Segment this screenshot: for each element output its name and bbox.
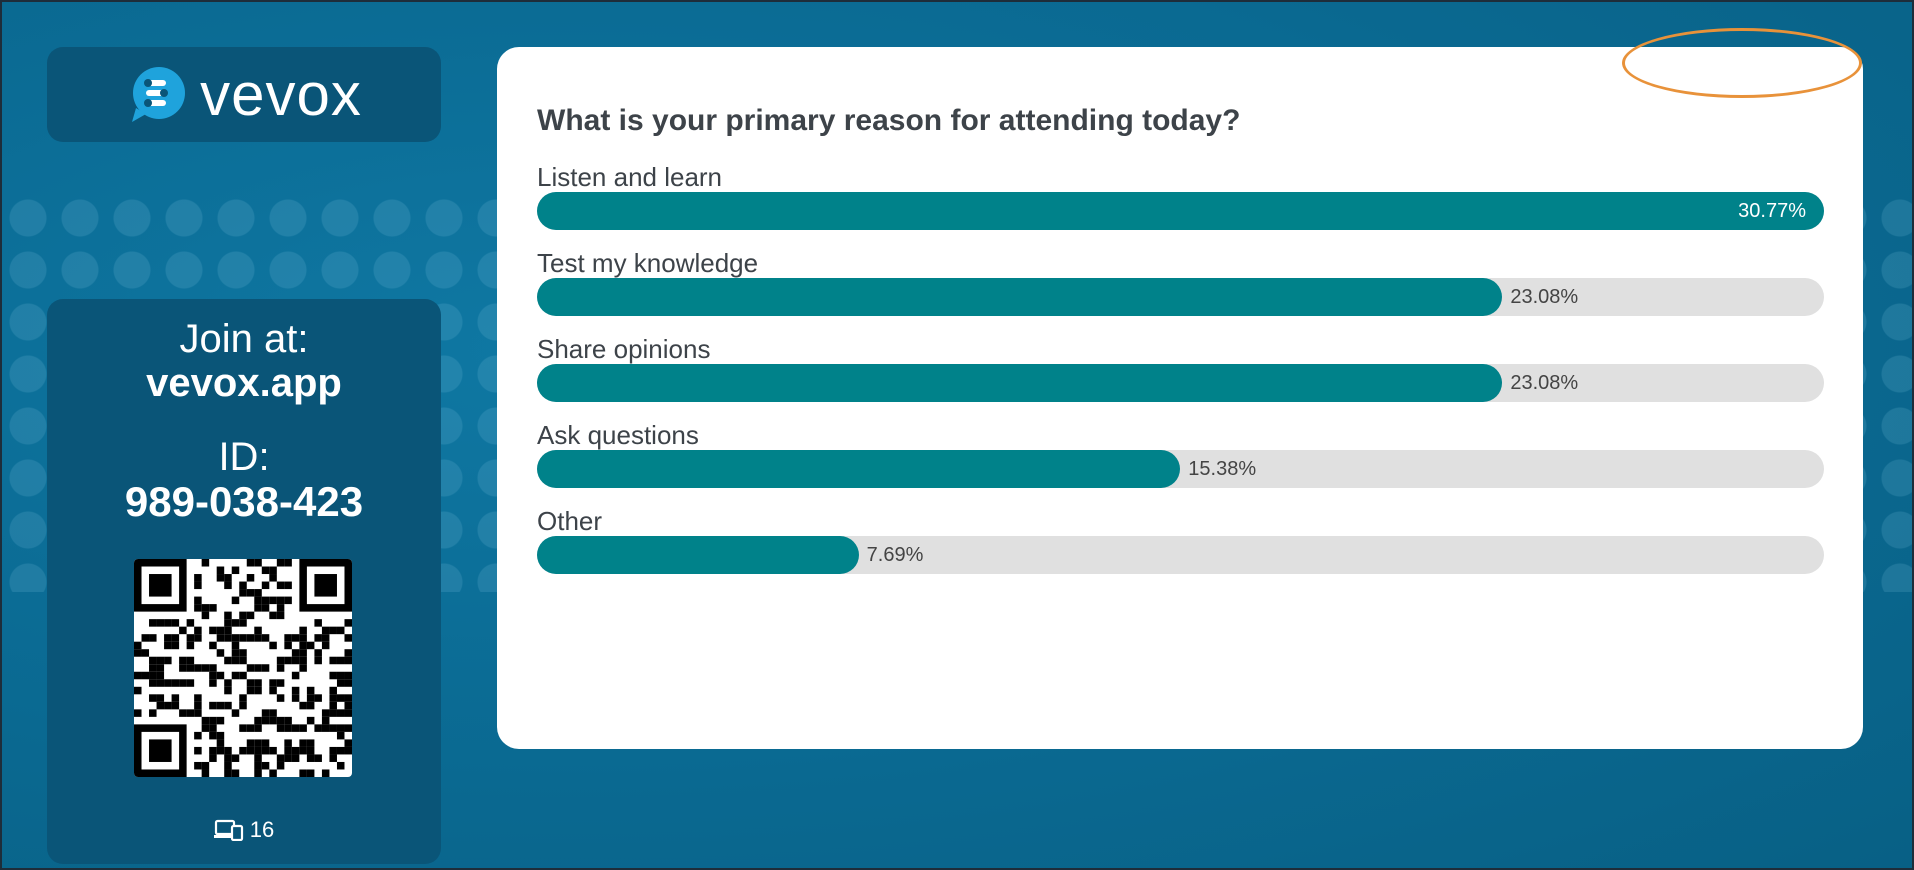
poll-option-percent: 23.08% [1510,286,1579,308]
devices-icon [213,819,243,841]
participant-count-value: 16 [249,817,275,842]
poll-option-percent: 7.69% [866,544,924,566]
join-panel: Join at: vevox.app ID: 989-038-423 16 [47,299,441,864]
poll-option-percent: 15.38% [1188,458,1257,480]
poll-option-bar [537,364,1503,402]
poll-option-bar [537,536,859,574]
poll-option-bar [537,278,1503,316]
poll-option: Listen and learn 30.77% [537,162,1824,248]
join-label: Join at: [179,317,309,361]
session-id-value: 989-038-423 [124,478,364,525]
poll-option-bar [537,192,1824,230]
poll-results-card: What is your primary reason for attendin… [497,47,1863,749]
poll-option-track: 23.08% [537,278,1824,316]
poll-option-label: Ask questions [537,420,699,450]
session-id-label: ID: [218,435,270,479]
vevox-logo-icon [132,66,186,122]
participant-count: 16 [47,817,441,843]
poll-option-track: 7.69% [537,536,1824,574]
poll-question: What is your primary reason for attendin… [537,104,1241,137]
poll-option: Ask questions 15.38% [537,420,1824,506]
poll-option-label: Share opinions [537,334,711,364]
poll-option-bar [537,450,1181,488]
poll-option: Share opinions 23.08% [537,334,1824,420]
poll-option-percent: 23.08% [1510,372,1579,394]
poll-option-percent: 30.77% [1738,200,1806,222]
poll-options: Listen and learn 30.77% Test my knowledge 2… [537,162,1824,592]
qr-code [134,559,352,777]
poll-option-track: 15.38% [537,450,1824,488]
vevox-logo: vevox [47,47,441,142]
brand-name: vevox [200,60,362,128]
poll-option-track: 23.08% [537,364,1824,402]
highlight-annotation [1622,28,1862,98]
poll-option-label: Listen and learn [537,162,723,192]
poll-option: Other 7.69% [537,506,1824,592]
poll-option-label: Test my knowledge [537,248,759,278]
poll-option-track: 30.77% [537,192,1824,230]
join-url: vevox.app [146,361,342,405]
poll-option-label: Other [537,506,603,536]
poll-option: Test my knowledge 23.08% [537,248,1824,334]
